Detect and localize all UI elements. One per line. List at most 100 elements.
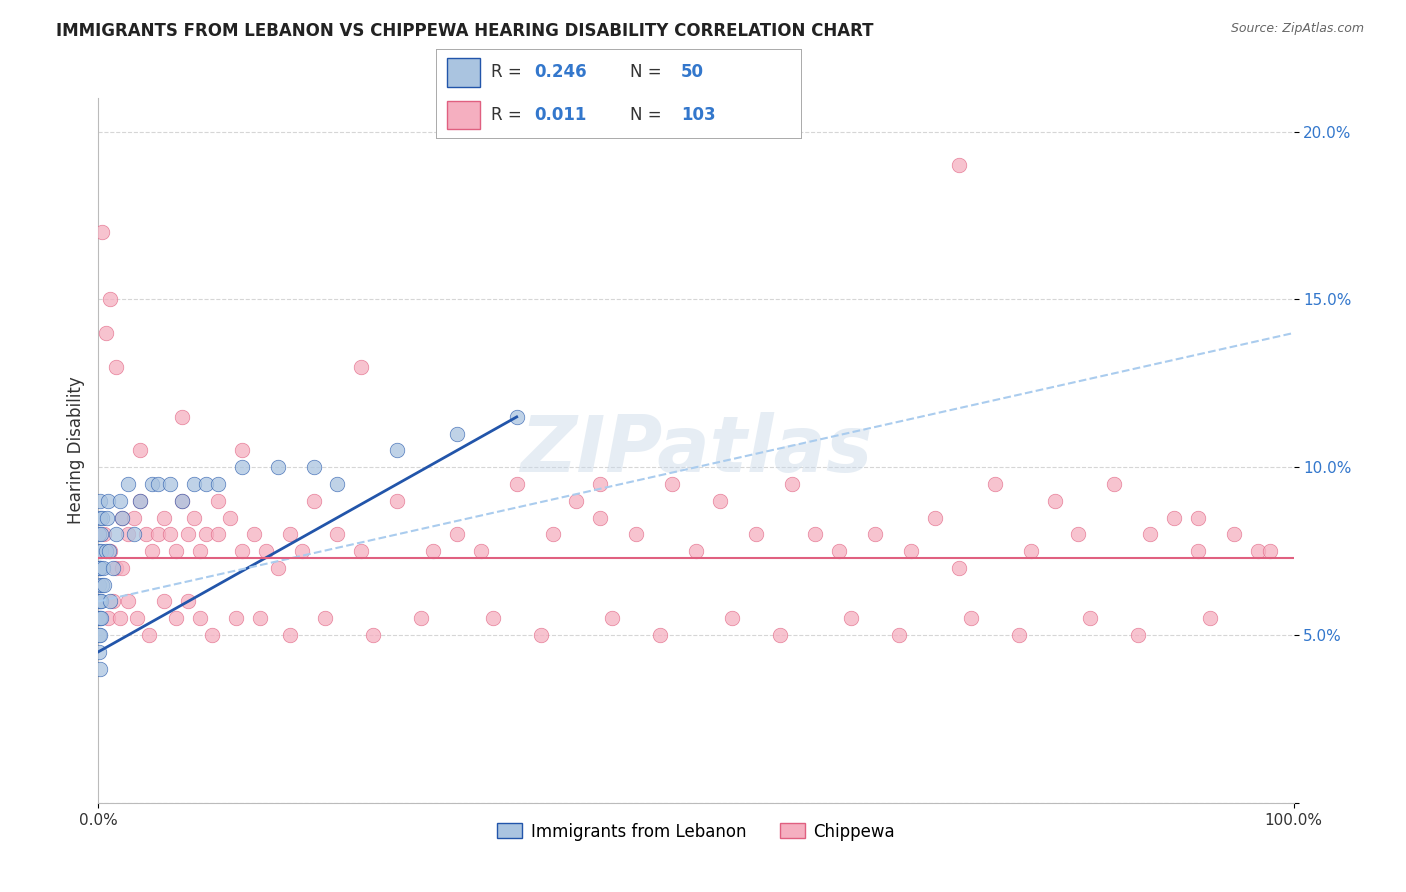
Point xyxy=(93,527,115,541)
Point xyxy=(1247,544,1270,558)
Point xyxy=(89,510,111,524)
Point xyxy=(685,544,707,558)
Point xyxy=(506,409,529,424)
Point xyxy=(828,544,851,558)
Point xyxy=(249,611,271,625)
Point xyxy=(105,527,128,541)
Point xyxy=(541,527,564,541)
Point xyxy=(780,477,803,491)
Point xyxy=(1043,493,1066,508)
Point xyxy=(91,577,114,591)
Point xyxy=(865,527,887,541)
Point xyxy=(1128,628,1150,642)
Point xyxy=(124,527,146,541)
Point xyxy=(446,527,468,541)
Text: 103: 103 xyxy=(681,106,716,124)
Point xyxy=(87,577,110,591)
Point xyxy=(129,443,152,458)
Point xyxy=(94,544,117,558)
Point xyxy=(207,477,229,491)
Point xyxy=(243,527,266,541)
Point xyxy=(97,493,120,508)
Point xyxy=(350,359,373,374)
Point xyxy=(1019,544,1042,558)
Point xyxy=(108,611,131,625)
Point xyxy=(1163,510,1185,524)
Point xyxy=(530,628,553,642)
Point xyxy=(231,544,253,558)
Text: ZIPatlas: ZIPatlas xyxy=(520,412,872,489)
Point xyxy=(385,443,409,458)
Point xyxy=(98,594,122,608)
Point xyxy=(231,460,253,475)
Point xyxy=(183,477,205,491)
Point xyxy=(302,460,325,475)
Point xyxy=(422,544,444,558)
Point xyxy=(984,477,1007,491)
Point xyxy=(101,594,124,608)
Point xyxy=(90,611,112,625)
Point xyxy=(1187,510,1209,524)
Point xyxy=(267,460,290,475)
Point xyxy=(960,611,983,625)
Point xyxy=(626,527,648,541)
Point xyxy=(89,628,111,642)
Point xyxy=(231,443,253,458)
Point xyxy=(1008,628,1031,642)
Point xyxy=(159,477,181,491)
Point xyxy=(89,662,111,676)
Point xyxy=(87,544,110,558)
Point xyxy=(159,527,181,541)
Point xyxy=(89,611,111,625)
Point xyxy=(350,544,373,558)
Point xyxy=(267,561,290,575)
Point xyxy=(87,594,110,608)
Point xyxy=(177,594,200,608)
Point xyxy=(602,611,624,625)
Point xyxy=(177,527,200,541)
Point xyxy=(1067,527,1090,541)
Point xyxy=(804,527,827,541)
Point xyxy=(153,510,176,524)
Point xyxy=(98,293,122,307)
Point xyxy=(101,561,124,575)
Point xyxy=(117,594,139,608)
Bar xyxy=(447,58,479,87)
Point xyxy=(589,510,612,524)
Point xyxy=(93,577,115,591)
Text: Source: ZipAtlas.com: Source: ZipAtlas.com xyxy=(1230,22,1364,36)
Point xyxy=(89,561,111,575)
Bar xyxy=(447,101,479,129)
Point xyxy=(98,544,121,558)
Point xyxy=(97,611,120,625)
Point xyxy=(183,510,205,524)
Point xyxy=(1080,611,1102,625)
Point xyxy=(90,544,112,558)
Point xyxy=(138,628,160,642)
Point xyxy=(96,510,118,524)
Point xyxy=(482,611,505,625)
Point xyxy=(721,611,744,625)
Point xyxy=(207,493,229,508)
Point xyxy=(661,477,683,491)
Point xyxy=(470,544,492,558)
Point xyxy=(108,493,131,508)
Point xyxy=(195,527,218,541)
Point xyxy=(141,477,163,491)
Point xyxy=(87,645,110,659)
Point xyxy=(172,493,194,508)
Point xyxy=(207,527,229,541)
Point xyxy=(411,611,433,625)
Point xyxy=(589,477,612,491)
Text: N =: N = xyxy=(630,106,666,124)
Point xyxy=(201,628,224,642)
Point xyxy=(1223,527,1246,541)
Point xyxy=(148,477,170,491)
Point xyxy=(94,326,117,340)
Point xyxy=(1104,477,1126,491)
Point xyxy=(446,426,468,441)
Point xyxy=(124,510,146,524)
Text: R =: R = xyxy=(491,106,527,124)
Text: IMMIGRANTS FROM LEBANON VS CHIPPEWA HEARING DISABILITY CORRELATION CHART: IMMIGRANTS FROM LEBANON VS CHIPPEWA HEAR… xyxy=(56,22,873,40)
Point xyxy=(165,611,187,625)
